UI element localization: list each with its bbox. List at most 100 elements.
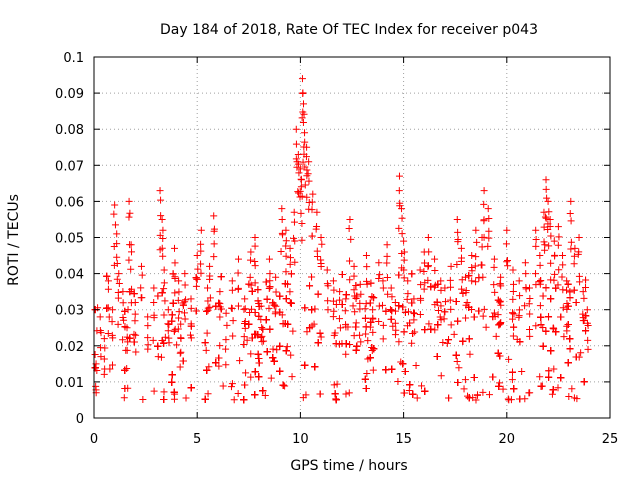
data-point — [342, 291, 350, 299]
data-point — [539, 292, 547, 300]
data-point — [251, 308, 259, 316]
data-point — [406, 381, 414, 389]
data-point — [583, 306, 591, 314]
data-point — [547, 232, 555, 240]
data-point — [298, 192, 306, 200]
data-point — [123, 324, 131, 332]
data-point — [302, 391, 310, 399]
data-point — [246, 256, 254, 264]
data-point — [294, 160, 302, 168]
data-point — [240, 341, 248, 349]
x-tick-label: 25 — [602, 432, 619, 447]
data-point — [210, 253, 218, 261]
data-point — [473, 238, 481, 246]
data-point — [420, 285, 428, 293]
data-point — [462, 314, 470, 322]
data-point — [241, 319, 249, 327]
data-point — [160, 285, 168, 293]
data-point — [431, 255, 439, 263]
data-point — [584, 321, 592, 329]
data-point — [584, 336, 592, 344]
data-point — [455, 364, 463, 372]
data-point — [366, 299, 374, 307]
data-point — [526, 332, 534, 340]
data-point — [201, 339, 209, 347]
data-point — [346, 341, 354, 349]
data-point — [400, 248, 408, 256]
data-point — [404, 322, 412, 330]
data-point — [479, 312, 487, 320]
data-point — [546, 222, 554, 230]
data-point — [350, 262, 358, 270]
data-point — [521, 302, 529, 310]
data-point — [301, 361, 309, 369]
data-point — [266, 283, 274, 291]
data-point — [547, 347, 555, 355]
data-point — [350, 286, 358, 294]
x-tick-label: 5 — [193, 432, 201, 447]
data-point — [489, 373, 497, 381]
data-point — [361, 314, 369, 322]
data-point — [387, 315, 395, 323]
data-point — [370, 345, 378, 353]
data-point — [287, 351, 295, 359]
data-point — [401, 367, 409, 375]
data-point — [104, 304, 112, 312]
data-point — [281, 382, 289, 390]
data-point — [379, 284, 387, 292]
data-point — [490, 281, 498, 289]
data-point — [370, 294, 378, 302]
data-point — [557, 374, 565, 382]
data-point — [548, 390, 556, 398]
data-point — [257, 334, 265, 342]
data-point — [537, 321, 545, 329]
data-point — [388, 365, 396, 373]
data-point — [104, 285, 112, 293]
data-point — [362, 252, 370, 260]
data-point — [333, 380, 341, 388]
data-point — [255, 312, 263, 320]
data-point — [247, 373, 255, 381]
data-point — [525, 300, 533, 308]
y-tick-label: 0.09 — [55, 87, 84, 102]
data-point — [313, 253, 321, 261]
data-point — [379, 335, 387, 343]
data-point — [446, 276, 454, 284]
data-point — [362, 323, 370, 331]
data-point — [124, 306, 132, 314]
data-point — [526, 325, 534, 333]
data-point — [408, 270, 416, 278]
data-point — [251, 391, 259, 399]
data-point — [279, 320, 287, 328]
data-point — [105, 313, 113, 321]
data-point — [395, 302, 403, 310]
data-point — [541, 246, 549, 254]
data-point — [314, 290, 322, 298]
data-point — [119, 314, 127, 322]
data-point — [563, 327, 571, 335]
data-point — [496, 297, 504, 305]
data-point — [345, 225, 353, 233]
data-point — [401, 308, 409, 316]
data-point — [251, 234, 259, 241]
data-point — [230, 396, 238, 404]
data-point — [181, 298, 189, 306]
data-point — [526, 294, 534, 302]
data-point — [187, 384, 195, 392]
data-point — [356, 331, 364, 339]
data-point — [175, 288, 183, 296]
data-point — [193, 252, 201, 260]
data-point — [550, 276, 558, 284]
data-point — [564, 320, 572, 328]
data-point — [579, 288, 587, 296]
data-point — [364, 337, 372, 345]
data-point — [259, 387, 267, 395]
data-point — [461, 376, 469, 384]
data-point — [282, 242, 290, 250]
data-point — [150, 284, 158, 292]
data-point — [197, 260, 205, 268]
data-point — [171, 289, 179, 297]
data-point — [545, 367, 553, 375]
data-point — [127, 241, 135, 249]
data-point — [351, 308, 359, 316]
